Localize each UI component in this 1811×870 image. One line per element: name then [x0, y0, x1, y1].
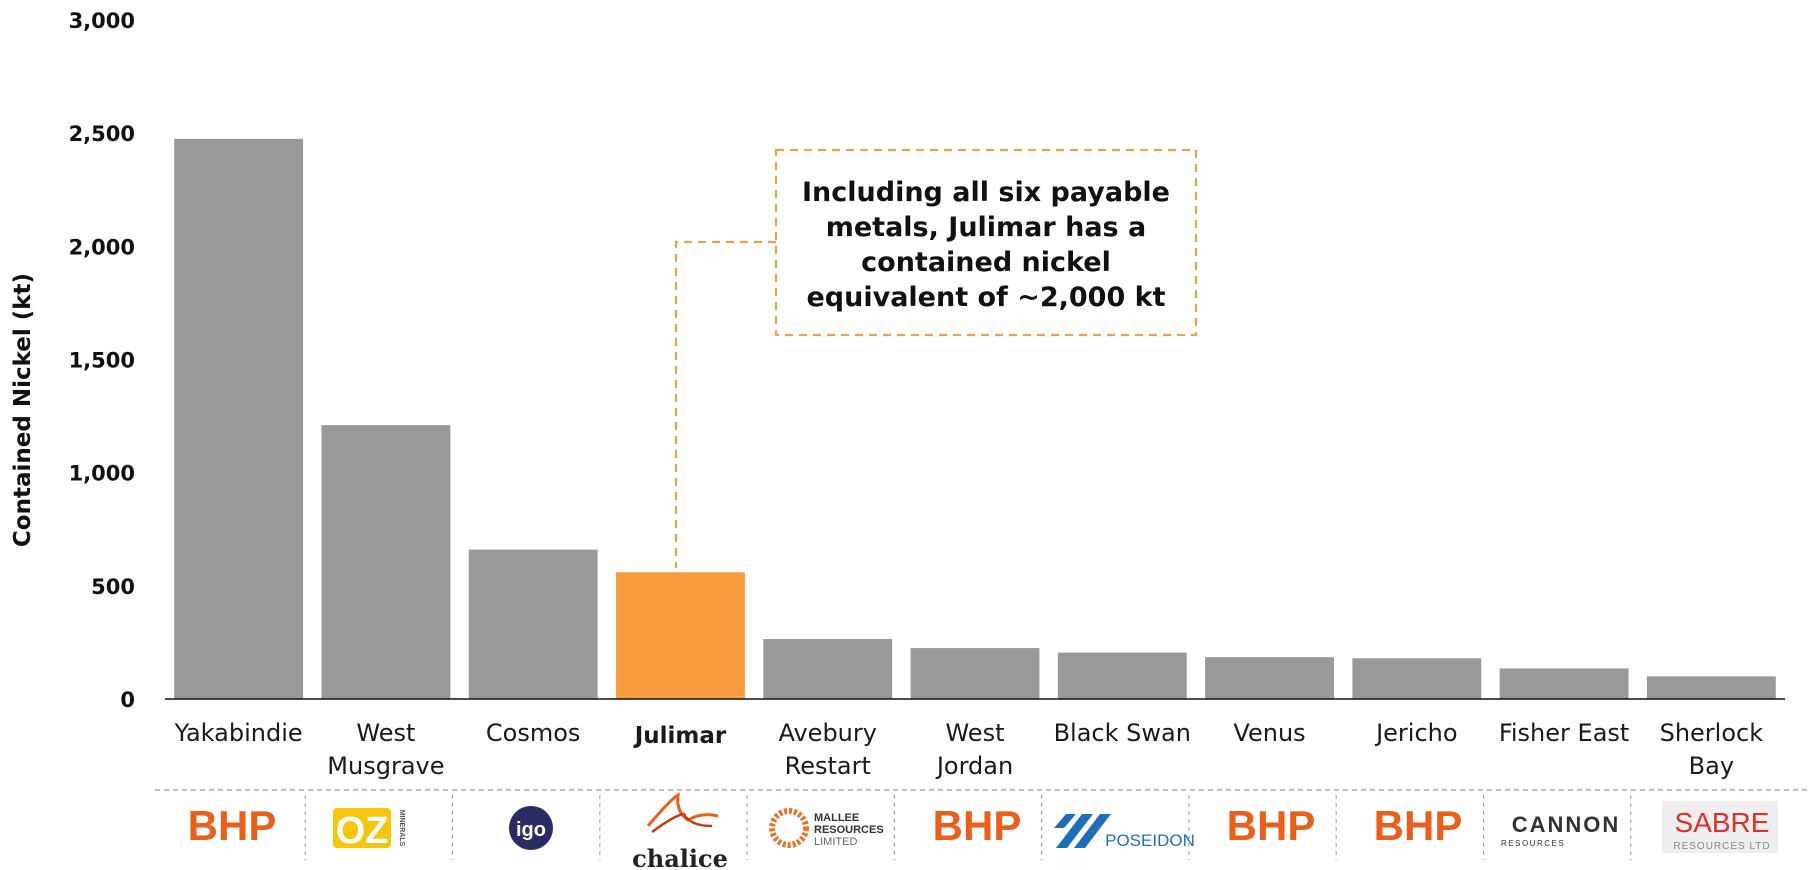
x-tick-label: Fisher East — [1499, 719, 1630, 747]
svg-text:chalice: chalice — [632, 844, 728, 870]
bar-avebury-restart — [763, 639, 893, 699]
logo-strip: BHP OZ MINERALS igo chalice MALLEE RESOU… — [188, 792, 1778, 870]
annotation-box — [774, 148, 1198, 337]
bar-venus — [1205, 657, 1334, 699]
x-tick-label: Black Swan — [1054, 719, 1191, 747]
x-tick-label: Venus — [1233, 719, 1305, 747]
logo-bhp-jericho: BHP — [1374, 802, 1463, 849]
logo-bhp-yakabindie: BHP — [188, 802, 277, 849]
svg-text:RESOURCES: RESOURCES — [814, 824, 884, 836]
y-axis-title: Contained Nickel (kt) — [10, 273, 36, 547]
x-tick-label: West Jordan — [935, 719, 1013, 780]
bar-black-swan — [1057, 652, 1187, 699]
logo-mallee-resources: MALLEE RESOURCES LIMITED — [769, 808, 884, 848]
logo-sabre-resources: SABRE RESOURCES LTD — [1662, 801, 1778, 853]
x-axis-ticks: Yakabindie West Musgrave Cosmos Julimar Avebu… — [174, 719, 1764, 780]
svg-text:RESOURCES: RESOURCES — [1501, 839, 1565, 848]
svg-text:BHP: BHP — [1374, 802, 1463, 849]
bar-west-musgrave — [321, 425, 451, 699]
svg-text:RESOURCES LTD: RESOURCES LTD — [1673, 841, 1770, 852]
annotation-callout: Including all six payable metals, Julima… — [674, 148, 1198, 568]
logo-dividers — [304, 795, 1632, 860]
logo-cannon-resources: CANNON RESOURCES — [1501, 812, 1621, 848]
y-tick-label: 2,000 — [69, 235, 135, 259]
y-tick-label: 3,000 — [69, 9, 135, 33]
annotation-line-3: contained nickel — [861, 247, 1111, 278]
annotation-line-2: metals, Julimar has a — [826, 212, 1147, 243]
y-tick-label: 1,000 — [69, 462, 135, 486]
svg-text:BHP: BHP — [188, 802, 277, 849]
bar-fisher-east — [1499, 668, 1629, 699]
logo-igo: igo — [509, 806, 553, 850]
annotation-line-4: equivalent of ~2,000 kt — [806, 282, 1165, 313]
x-tick-label: Avebury Restart — [778, 719, 877, 780]
y-axis-ticks: 0 500 1,000 1,500 2,000 2,500 3,000 — [69, 9, 135, 712]
bar-cosmos — [468, 549, 598, 699]
logo-chalice: chalice — [632, 792, 728, 870]
svg-text:igo: igo — [516, 819, 546, 841]
annotation-line-1: Including all six payable — [802, 177, 1170, 208]
y-tick-label: 0 — [120, 688, 135, 712]
svg-text:BHP: BHP — [933, 802, 1022, 849]
svg-text:CANNON: CANNON — [1512, 812, 1621, 837]
y-tick-label: 1,500 — [69, 349, 135, 373]
svg-text:SABRE: SABRE — [1675, 807, 1770, 838]
bar-sherlock-bay — [1646, 676, 1776, 699]
y-tick-label: 2,500 — [69, 122, 135, 146]
y-tick-label: 500 — [91, 575, 135, 599]
svg-text:MALLEE: MALLEE — [814, 812, 859, 824]
bar-jericho — [1352, 658, 1482, 699]
logo-bhp-west-jordan: BHP — [933, 802, 1022, 849]
logo-oz-minerals: OZ MINERALS — [333, 808, 405, 852]
logo-poseidon: POSEIDON — [1054, 814, 1195, 850]
x-tick-label: Julimar — [633, 723, 727, 749]
svg-text:MINERALS: MINERALS — [398, 810, 405, 847]
svg-text:OZ: OZ — [336, 810, 389, 852]
annotation-connector — [674, 240, 776, 568]
bar-julimar — [616, 572, 745, 699]
bars — [174, 138, 1776, 699]
bar-west-jordan — [910, 648, 1040, 699]
x-tick-label: West Musgrave — [327, 719, 444, 780]
x-tick-label: Jericho — [1374, 719, 1457, 747]
x-tick-label: Sherlock Bay — [1660, 719, 1764, 780]
bar-yakabindie — [174, 138, 304, 699]
svg-text:LIMITED: LIMITED — [814, 836, 857, 848]
logo-bhp-venus: BHP — [1227, 802, 1316, 849]
svg-text:BHP: BHP — [1227, 802, 1316, 849]
svg-text:POSEIDON: POSEIDON — [1105, 831, 1195, 850]
x-tick-label: Yakabindie — [174, 719, 303, 747]
x-tick-label: Cosmos — [486, 719, 581, 747]
